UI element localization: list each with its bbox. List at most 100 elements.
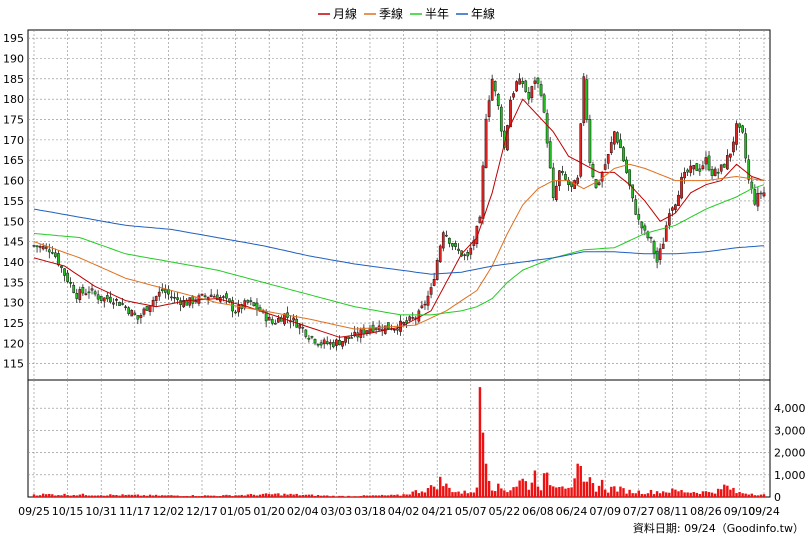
volume-bar [548,485,552,497]
volume-bar [616,491,619,497]
candle-body [87,291,91,294]
volume-bar [329,496,332,497]
candle-body [121,303,124,305]
candle-body [441,232,445,249]
candle-body [701,165,705,170]
volume-bar [594,491,598,497]
volume-bar [490,490,494,497]
volume-bar [539,490,543,497]
volume-bar [487,480,491,497]
volume-bar [729,489,732,497]
volume-bar [649,489,653,497]
candle-body [750,181,754,189]
candle-body [674,204,677,210]
candle-body [38,246,42,248]
price-tick-label: 175 [3,114,24,127]
candle-body [136,315,140,320]
candle-body [322,339,326,345]
price-tick-label: 130 [3,297,24,310]
volume-bar [454,492,457,497]
volume-bar [234,495,237,497]
candle-body [72,285,76,293]
volume-bar [133,494,137,497]
moving-averages [33,98,765,338]
candle-body [704,157,708,165]
date-tick-label: 09/10 [724,505,756,518]
volume-bar [576,463,579,497]
volume-axis: 0 1,000 2,000 3,000 4,000 [774,402,806,504]
candles [32,73,766,351]
candle-body [347,336,350,339]
volume-bar [695,492,699,497]
volume-bar [115,494,118,497]
volume-bar [35,495,39,497]
candle-body [163,289,167,293]
volume-bar [240,494,243,497]
volume-bar [390,494,393,497]
volume-bar [368,495,372,497]
date-tick-label: 06/24 [556,505,588,518]
volume-bar [607,492,610,497]
candle-body [267,316,271,321]
candle-body [509,99,512,128]
date-axis: 09/25 10/15 10/31 11/17 12/02 12/17 01/05 01/20… [18,505,780,518]
volume-bar [106,495,109,497]
price-tick-label: 190 [3,52,24,65]
volume-bar [588,477,592,497]
candle-body [530,86,534,99]
volume-bar [411,491,414,497]
candle-body [105,295,109,300]
volume-bar [182,496,185,497]
volume-bar [668,492,671,497]
candle-body [408,316,412,321]
volume-bar [78,494,82,497]
volume-bar [347,495,350,497]
volume-bar [552,486,555,497]
candle-body [188,297,192,306]
volume-bar [219,495,222,497]
candle-body [142,308,146,315]
volume-bar [124,494,127,497]
candle-body [588,118,592,163]
date-tick-label: 08/11 [657,505,689,518]
candle-body [386,322,390,330]
volume-bar [420,491,424,497]
volume-bar [51,494,54,497]
volume-bar [167,495,170,497]
volume-bar [197,496,201,497]
candle-body [298,324,302,329]
volume-bar [481,432,485,497]
volume-bar [393,494,396,497]
candle-body [426,295,430,306]
volume-bar [307,494,311,497]
volume-bar [313,495,317,497]
candle-body [78,289,82,300]
candle-body [649,237,653,239]
volume-bar [338,495,341,497]
candle-body [41,246,45,250]
volume-bar [41,493,45,497]
candle-body [536,77,540,84]
volume-bar [289,493,292,497]
volume-bar [497,483,500,497]
volume-bar [512,487,515,497]
candle-body [487,100,491,118]
candle-body [124,306,127,308]
candle-body [661,243,665,249]
candle-body [139,315,143,318]
candle-body [499,106,503,132]
volume-bar [231,496,234,497]
volume-bar [720,489,723,497]
candle-body [69,282,72,284]
volume-bar [723,484,726,497]
price-tick-label: 145 [3,236,24,249]
volume-bar [564,488,567,497]
volume-bar [484,463,488,497]
candle-body [423,303,427,306]
volume-bar [93,495,97,497]
candle-body [280,318,283,322]
volume-bar [426,488,430,497]
candle-body [747,159,751,180]
candle-body [328,342,332,345]
